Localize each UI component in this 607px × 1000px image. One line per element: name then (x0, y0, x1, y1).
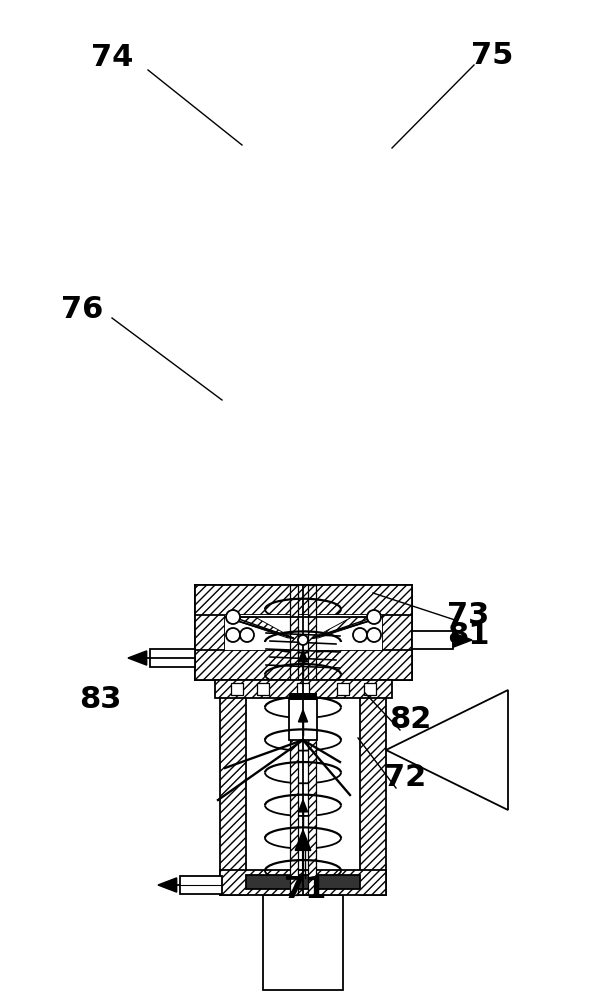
Polygon shape (313, 617, 382, 638)
Circle shape (298, 635, 308, 645)
Polygon shape (158, 878, 177, 892)
Text: 72: 72 (384, 764, 426, 792)
Bar (220, 585, 246, 895)
Polygon shape (225, 617, 382, 638)
Circle shape (226, 610, 240, 624)
Polygon shape (453, 633, 472, 647)
Circle shape (367, 628, 381, 642)
Polygon shape (128, 651, 147, 665)
Polygon shape (195, 650, 412, 680)
Bar (289, 698, 317, 740)
Bar (180, 876, 222, 894)
Polygon shape (299, 710, 308, 722)
Polygon shape (382, 585, 412, 680)
Bar (225, 615, 382, 650)
Bar (337, 683, 349, 695)
Bar (246, 585, 360, 895)
Polygon shape (195, 585, 225, 680)
Bar (257, 683, 269, 695)
Text: 73: 73 (447, 600, 489, 630)
Bar (150, 649, 195, 667)
Polygon shape (195, 585, 412, 615)
Bar (246, 875, 360, 889)
Polygon shape (299, 650, 308, 662)
Bar (364, 683, 376, 695)
Bar (289, 693, 317, 700)
Circle shape (367, 610, 381, 624)
Text: 81: 81 (447, 620, 489, 650)
Circle shape (240, 628, 254, 642)
Polygon shape (295, 830, 311, 850)
Bar (308, 585, 316, 895)
Bar (215, 680, 392, 698)
Text: 76: 76 (61, 296, 103, 324)
Circle shape (353, 628, 367, 642)
Text: 83: 83 (79, 686, 121, 714)
Bar (297, 683, 309, 695)
Polygon shape (225, 617, 293, 638)
Bar (220, 870, 386, 895)
Circle shape (226, 628, 240, 642)
Bar (263, 895, 343, 990)
Text: 71: 71 (284, 876, 326, 904)
Bar (290, 585, 298, 895)
Text: 82: 82 (389, 706, 431, 734)
Polygon shape (299, 800, 308, 812)
Polygon shape (386, 690, 508, 810)
Text: 74: 74 (91, 43, 133, 73)
Text: 75: 75 (471, 40, 513, 70)
Bar (412, 631, 453, 649)
Bar (360, 585, 386, 895)
Bar (195, 585, 412, 680)
Bar (231, 683, 243, 695)
